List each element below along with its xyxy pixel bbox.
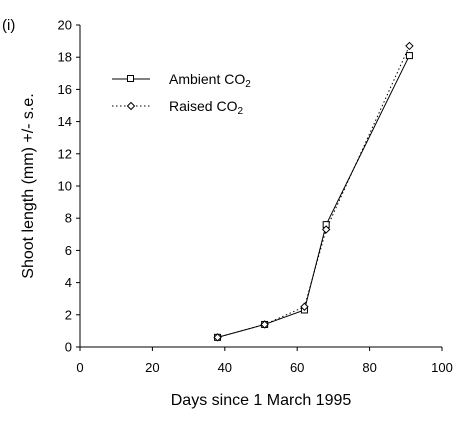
data-point-raised — [405, 41, 414, 51]
y-tick-label: 10 — [58, 179, 72, 194]
x-tick-label: 40 — [218, 360, 232, 375]
y-tick-label: 0 — [65, 340, 72, 355]
legend-label-ambient: Ambient CO2 — [169, 71, 251, 90]
x-tick-label: 60 — [290, 360, 304, 375]
legend-marker-square — [127, 75, 134, 82]
data-point-ambient — [405, 52, 413, 60]
y-tick-label: 14 — [58, 114, 72, 129]
data-point-raised — [260, 320, 269, 329]
x-axis-title: Days since 1 March 1995 — [171, 392, 352, 409]
legend: Ambient CO2 Raised CO2 — [112, 71, 251, 117]
x-tick-label: 80 — [362, 360, 376, 375]
y-tick-label: 12 — [58, 146, 72, 161]
y-tick-label: 8 — [65, 211, 72, 226]
legend-label-raised-sub: 2 — [237, 106, 243, 117]
legend-label-ambient-main: Ambient CO — [169, 71, 245, 87]
y-tick-label: 2 — [65, 307, 72, 322]
y-tick-label: 16 — [58, 82, 72, 97]
legend-item-ambient: Ambient CO2 — [112, 71, 251, 90]
plot-area: 0 2 4 6 8 10 12 14 16 18 20 0 20 40 60 80 100 — [58, 18, 453, 376]
y-tick-label: 18 — [58, 50, 72, 65]
data-point-raised — [300, 302, 309, 311]
y-tick-label: 6 — [65, 243, 72, 258]
y-tick-label: 20 — [58, 18, 72, 33]
y-axis-title: Shoot length (mm) +/- s.e. — [20, 93, 37, 278]
series-line-ambient — [217, 55, 410, 338]
data-point-raised — [321, 225, 331, 234]
legend-label-raised: Raised CO2 — [169, 98, 243, 117]
legend-item-raised: Raised CO2 — [112, 98, 243, 117]
legend-marker-diamond — [126, 101, 136, 111]
y-ticks: 0 2 4 6 8 10 12 14 16 18 20 — [58, 18, 80, 355]
series-layer — [213, 41, 414, 342]
y-tick-label: 4 — [65, 275, 72, 290]
x-tick-label: 100 — [431, 360, 453, 375]
data-point-raised — [213, 333, 222, 342]
legend-label-raised-main: Raised CO — [169, 98, 238, 114]
x-ticks: 0 20 40 60 80 100 — [76, 347, 453, 375]
legend-label-ambient-sub: 2 — [245, 79, 251, 90]
x-tick-label: 20 — [145, 360, 159, 375]
panel-label: (i) — [2, 17, 15, 34]
x-tick-label: 0 — [76, 360, 83, 375]
